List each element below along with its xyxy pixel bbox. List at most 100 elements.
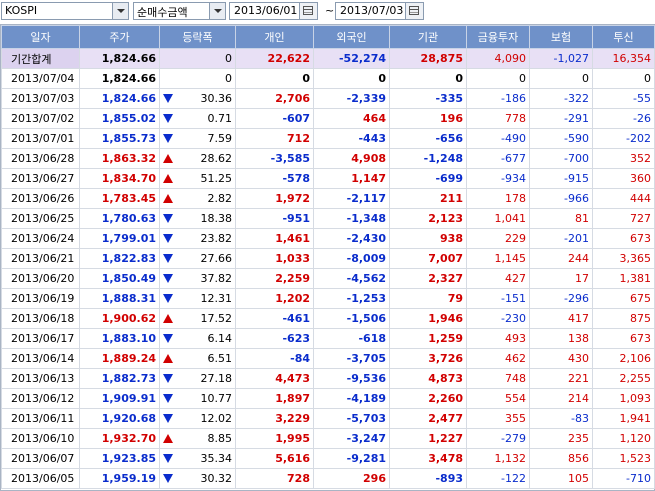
cell-price: 1,888.31 bbox=[79, 288, 160, 309]
table-header-row: 일자 주가 등락폭 개인 외국인 기관 금융투자 보험 투신 bbox=[1, 25, 655, 49]
table-row[interactable]: 2013/06/05 1,959.19 30.32 728 296 -893 -122 105… bbox=[1, 468, 655, 489]
table-row[interactable]: 2013/06/27 1,834.70 51.25 -578 1,147 -699 -934… bbox=[1, 168, 655, 189]
cell-date: 2013/07/02 bbox=[1, 108, 80, 129]
cell-change: 0 bbox=[159, 68, 236, 89]
table-row[interactable]: 2013/06/10 1,932.70 8.85 1,995 -3,247 1,227 -2… bbox=[1, 428, 655, 449]
cell-ins: -700 bbox=[529, 148, 593, 169]
period-total-row[interactable]: 기간합계 1,824.66 0 22,622 -52,274 28,875 4,090 -1,… bbox=[1, 48, 655, 69]
table-row[interactable]: 2013/07/04 1,824.66 0 0 0 0 0 0 0 bbox=[1, 68, 655, 89]
cell-date: 2013/07/01 bbox=[1, 128, 80, 149]
table-row[interactable]: 2013/06/19 1,888.31 12.31 1,202 -1,253 79 -151… bbox=[1, 288, 655, 309]
cell-change: 12.31 bbox=[159, 288, 236, 309]
cell-change: 35.34 bbox=[159, 448, 236, 469]
cell-trust: 3,365 bbox=[592, 248, 655, 269]
triangle-up-icon bbox=[163, 434, 173, 443]
cell-price: 1,959.19 bbox=[79, 468, 160, 489]
date-to-calendar-button[interactable] bbox=[405, 3, 423, 19]
cell-trust: 1,523 bbox=[592, 448, 655, 469]
cell-retail: 728 bbox=[235, 468, 314, 489]
triangle-down-icon bbox=[163, 214, 173, 223]
cell-change: 8.85 bbox=[159, 428, 236, 449]
cell-date: 2013/06/24 bbox=[1, 228, 80, 249]
cell-date: 2013/06/05 bbox=[1, 468, 80, 489]
market-dropdown-button[interactable] bbox=[112, 3, 128, 19]
cell-foreign: -4,562 bbox=[313, 268, 390, 289]
col-institution-header[interactable]: 기관 bbox=[389, 25, 467, 49]
cell-change: 0.71 bbox=[159, 108, 236, 129]
cell-foreign: 464 bbox=[313, 108, 390, 129]
market-select[interactable]: KOSPI bbox=[1, 2, 129, 20]
cell-retail: 1,461 bbox=[235, 228, 314, 249]
date-from-field[interactable]: 2013/06/01 bbox=[229, 2, 318, 20]
cell-trust: 1,093 bbox=[592, 388, 655, 409]
date-to-field[interactable]: 2013/07/03 bbox=[335, 2, 424, 20]
cell-trust: 352 bbox=[592, 148, 655, 169]
cell-inst: 4,873 bbox=[389, 368, 467, 389]
cell-trust: 16,354 bbox=[592, 48, 655, 69]
cell-trust: -202 bbox=[592, 128, 655, 149]
table-row[interactable]: 2013/06/20 1,850.49 37.82 2,259 -4,562 2,327 4… bbox=[1, 268, 655, 289]
table-row[interactable]: 2013/06/17 1,883.10 6.14 -623 -618 1,259 493 13… bbox=[1, 328, 655, 349]
col-foreign-header[interactable]: 외국인 bbox=[313, 25, 390, 49]
cell-ins: 81 bbox=[529, 208, 593, 229]
investor-trading-table: 일자 주가 등락폭 개인 외국인 기관 금융투자 보험 투신 기간합계 1,824.66 0 22,6… bbox=[1, 25, 655, 489]
col-insurance-header[interactable]: 보험 bbox=[529, 25, 593, 49]
cell-date: 2013/06/26 bbox=[1, 188, 80, 209]
table-row[interactable]: 2013/06/25 1,780.63 18.38 -951 -1,348 2,123 1,… bbox=[1, 208, 655, 229]
table-row[interactable]: 2013/06/21 1,822.83 27.66 1,033 -8,009 7,007 1… bbox=[1, 248, 655, 269]
date-from-calendar-button[interactable] bbox=[299, 3, 317, 19]
cell-trust: -710 bbox=[592, 468, 655, 489]
triangle-up-icon bbox=[163, 154, 173, 163]
col-investment-trust-header[interactable]: 투신 bbox=[592, 25, 655, 49]
table-row[interactable]: 2013/06/28 1,863.32 28.62 -3,585 4,908 -1,248… bbox=[1, 148, 655, 169]
table-row[interactable]: 2013/06/07 1,923.85 35.34 5,616 -9,281 3,478 1… bbox=[1, 448, 655, 469]
table-row[interactable]: 2013/06/14 1,889.24 6.51 -84 -3,705 3,726 462 4… bbox=[1, 348, 655, 369]
cell-fin: 493 bbox=[466, 328, 530, 349]
col-change-header[interactable]: 등락폭 bbox=[159, 25, 236, 49]
cell-foreign: -52,274 bbox=[313, 48, 390, 69]
table-row[interactable]: 2013/06/24 1,799.01 23.82 1,461 -2,430 938 229… bbox=[1, 228, 655, 249]
table-row[interactable]: 2013/06/11 1,920.68 12.02 3,229 -5,703 2,477 3… bbox=[1, 408, 655, 429]
cell-trust: 360 bbox=[592, 168, 655, 189]
cell-trust: -26 bbox=[592, 108, 655, 129]
cell-retail: 1,995 bbox=[235, 428, 314, 449]
cell-price: 1,900.62 bbox=[79, 308, 160, 329]
cell-price: 1,780.63 bbox=[79, 208, 160, 229]
table-row[interactable]: 2013/06/13 1,882.73 27.18 4,473 -9,536 4,873 7… bbox=[1, 368, 655, 389]
triangle-down-icon bbox=[163, 414, 173, 423]
table-row[interactable]: 2013/07/02 1,855.02 0.71 -607 464 196 778 -291-… bbox=[1, 108, 655, 129]
cell-fin: 1,132 bbox=[466, 448, 530, 469]
cell-inst: 28,875 bbox=[389, 48, 467, 69]
cell-change: 6.14 bbox=[159, 328, 236, 349]
cell-trust: 2,255 bbox=[592, 368, 655, 389]
triangle-down-icon bbox=[163, 474, 173, 483]
cell-trust: 444 bbox=[592, 188, 655, 209]
cell-price: 1,855.73 bbox=[79, 128, 160, 149]
cell-ins: 430 bbox=[529, 348, 593, 369]
cell-retail: 2,259 bbox=[235, 268, 314, 289]
table-row[interactable]: 2013/07/01 1,855.73 7.59 712 -443 -656 -490 -59… bbox=[1, 128, 655, 149]
mode-select[interactable]: 순매수금액 bbox=[133, 2, 226, 20]
cell-trust: 673 bbox=[592, 228, 655, 249]
cell-foreign: -3,705 bbox=[313, 348, 390, 369]
cell-retail: 3,229 bbox=[235, 408, 314, 429]
table-row[interactable]: 2013/06/12 1,909.91 10.77 1,897 -4,189 2,260 5… bbox=[1, 388, 655, 409]
col-date-header[interactable]: 일자 bbox=[1, 25, 80, 49]
cell-ins: -966 bbox=[529, 188, 593, 209]
table-row[interactable]: 2013/06/18 1,900.62 17.52 -461 -1,506 1,946 -2… bbox=[1, 308, 655, 329]
col-financial-investment-header[interactable]: 금융투자 bbox=[466, 25, 530, 49]
mode-dropdown-button[interactable] bbox=[209, 3, 225, 19]
table-row[interactable]: 2013/07/03 1,824.66 30.36 2,706 -2,339 -335 -1… bbox=[1, 88, 655, 109]
triangle-up-icon bbox=[163, 354, 173, 363]
cell-foreign: -8,009 bbox=[313, 248, 390, 269]
col-retail-header[interactable]: 개인 bbox=[235, 25, 314, 49]
cell-ins: -915 bbox=[529, 168, 593, 189]
triangle-down-icon bbox=[163, 274, 173, 283]
date-range-separator: ~ bbox=[325, 4, 335, 17]
cell-fin: -122 bbox=[466, 468, 530, 489]
table-row[interactable]: 2013/06/26 1,783.45 2.82 1,972 -2,117 211 178-… bbox=[1, 188, 655, 209]
cell-trust: 1,941 bbox=[592, 408, 655, 429]
toolbar: KOSPI 순매수금액 2013/06/01 ~ 2013/07/03 bbox=[0, 0, 655, 24]
triangle-up-icon bbox=[163, 174, 173, 183]
col-price-header[interactable]: 주가 bbox=[79, 25, 160, 49]
